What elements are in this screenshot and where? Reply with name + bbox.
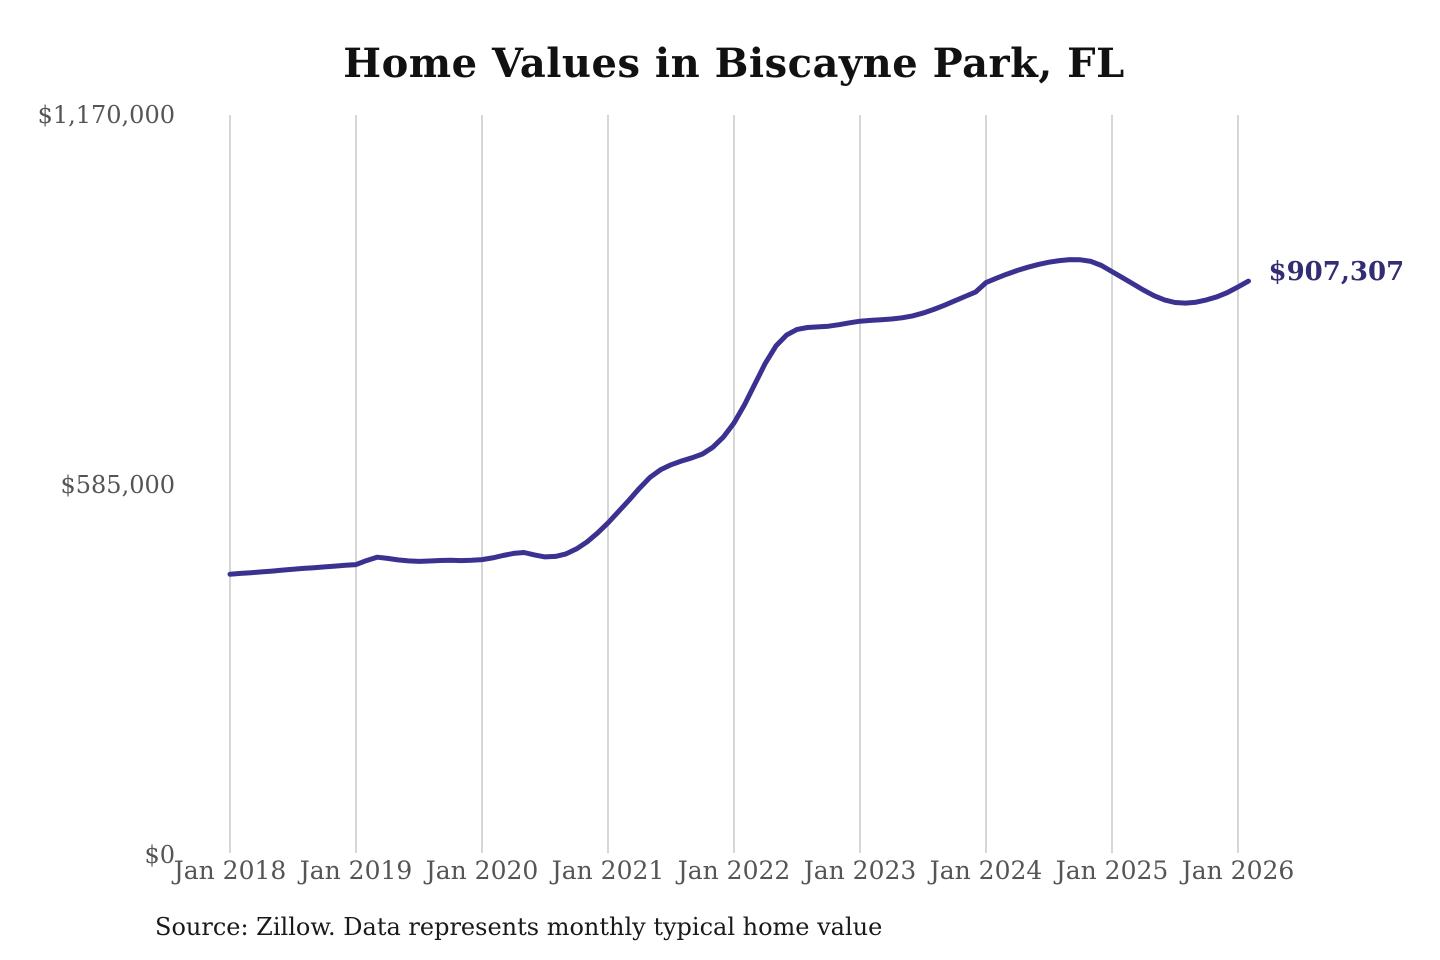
x-axis-tick-label: Jan 2018	[173, 856, 287, 885]
price-line	[227, 257, 1251, 577]
source-note: Source: Zillow. Data represents monthly …	[155, 913, 883, 941]
x-axis-tick-label: Jan 2025	[1055, 856, 1169, 885]
x-axis-tick-label: Jan 2026	[1181, 856, 1295, 885]
y-axis-tick-label: $1,170,000	[37, 101, 175, 129]
x-axis-tick-label: Jan 2020	[425, 856, 539, 885]
x-axis-tick-label: Jan 2021	[551, 856, 665, 885]
gridlines	[229, 115, 1239, 853]
y-axis-tick-label: $0	[144, 841, 175, 869]
x-axis-tick-label: Jan 2022	[677, 856, 791, 885]
y-axis-tick-label: $585,000	[60, 471, 175, 499]
x-axis-tick-label: Jan 2024	[929, 856, 1043, 885]
x-axis-tick-label: Jan 2019	[299, 856, 413, 885]
x-axis-tick-label: Jan 2023	[803, 856, 917, 885]
chart-title: Home Values in Biscayne Park, FL	[343, 40, 1125, 87]
current-value-label: $907,307	[1268, 257, 1405, 288]
